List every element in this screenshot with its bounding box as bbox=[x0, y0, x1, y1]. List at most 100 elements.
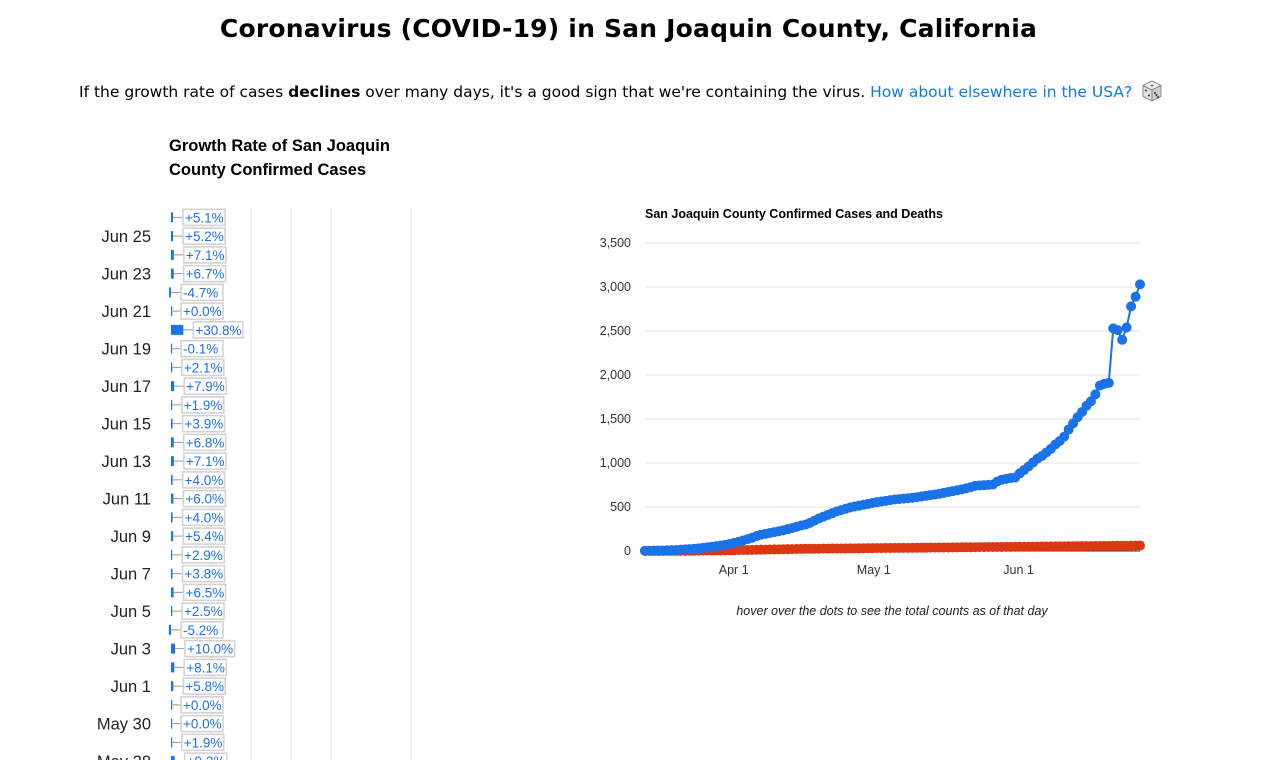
growth-value-label: -4.7% bbox=[183, 285, 218, 300]
growth-value-label-box bbox=[182, 264, 227, 283]
growth-bar[interactable] bbox=[171, 456, 174, 467]
growth-value-label: +30.8% bbox=[195, 323, 241, 338]
growth-bar[interactable] bbox=[169, 287, 171, 298]
growth-chart-title-line-1: Growth Rate of San Joaquin bbox=[169, 137, 390, 155]
cases-point[interactable] bbox=[1130, 291, 1141, 302]
growth-value-label: +9.2% bbox=[187, 754, 226, 760]
growth-bar[interactable] bbox=[171, 212, 174, 223]
growth-value-label: +1.9% bbox=[184, 398, 223, 413]
growth-bar[interactable] bbox=[171, 474, 173, 485]
cases-y-tick-label: 2,000 bbox=[600, 368, 631, 382]
growth-value-label-box bbox=[180, 396, 225, 414]
growth-bar[interactable] bbox=[171, 249, 174, 260]
cases-point[interactable] bbox=[1135, 279, 1145, 290]
growth-bar[interactable] bbox=[171, 418, 173, 429]
growth-bar[interactable] bbox=[171, 756, 175, 760]
growth-value-label-box bbox=[183, 658, 228, 677]
growth-date-tick-label: Jun 21 bbox=[101, 303, 151, 321]
growth-value-label-box bbox=[183, 452, 227, 470]
growth-value-label: +8.1% bbox=[186, 660, 225, 675]
growth-bar[interactable] bbox=[171, 399, 173, 410]
growth-value-label-box bbox=[181, 508, 226, 527]
growth-value-label-box bbox=[192, 321, 244, 339]
growth-bar[interactable] bbox=[168, 624, 171, 635]
growth-value-label-box bbox=[183, 377, 227, 395]
growth-value-label: +6.7% bbox=[186, 267, 225, 282]
growth-bar[interactable] bbox=[171, 231, 174, 242]
growth-chart-bars: +5.1% +5.2% +7.1% +6.7% -4.7% +0.0% +30.8% -0.1… bbox=[168, 208, 244, 760]
growth-bar[interactable] bbox=[171, 268, 174, 279]
growth-value-label: +0.0% bbox=[183, 698, 222, 713]
cases-point[interactable] bbox=[1112, 325, 1123, 336]
deaths-point[interactable] bbox=[1135, 540, 1145, 551]
growth-bar[interactable] bbox=[171, 568, 173, 579]
growth-date-tick-label: Jun 25 bbox=[101, 228, 151, 246]
cases-x-tick-label: Apr 1 bbox=[719, 563, 749, 577]
growth-bar[interactable] bbox=[171, 531, 174, 542]
growth-bar[interactable] bbox=[171, 362, 173, 373]
growth-rate-chart: Growth Rate of San Joaquin County Confir… bbox=[97, 137, 412, 760]
growth-bar[interactable] bbox=[171, 549, 173, 560]
page-title: Coronavirus (COVID-19) in San Joaquin Co… bbox=[219, 14, 1038, 43]
growth-bar[interactable] bbox=[171, 493, 174, 504]
growth-bar[interactable] bbox=[171, 437, 174, 448]
growth-value-label-box bbox=[181, 471, 226, 489]
cases-chart-caption: hover over the dots to see the total cou… bbox=[736, 604, 1048, 618]
growth-bar[interactable] bbox=[171, 587, 174, 598]
growth-chart-date-axis: Jun 25 Jun 23 Jun 21 Jun 19 Jun 17 Jun 15 Jun … bbox=[97, 228, 151, 760]
cases-y-tick-label: 2,500 bbox=[600, 324, 631, 338]
elsewhere-link[interactable]: How about elsewhere in the USA? bbox=[870, 83, 1133, 101]
growth-value-label-box bbox=[181, 414, 226, 433]
growth-chart-title-line-2: County Confirmed Cases bbox=[169, 161, 366, 179]
growth-date-tick-label: Jun 19 bbox=[101, 341, 151, 359]
growth-value-label: -0.1% bbox=[183, 342, 218, 357]
growth-date-tick-label: Jun 11 bbox=[103, 491, 151, 509]
dice-icon-graphic bbox=[1142, 80, 1163, 102]
cases-point[interactable] bbox=[1090, 389, 1101, 400]
dice-icon[interactable] bbox=[1140, 79, 1164, 103]
growth-value-label: +7.1% bbox=[186, 248, 225, 263]
intro-text: If the growth rate of cases declines ove… bbox=[79, 79, 1219, 103]
growth-bar[interactable] bbox=[171, 606, 173, 617]
growth-value-label-box bbox=[184, 639, 236, 658]
growth-bar[interactable] bbox=[171, 512, 173, 523]
intro-text-end: over many days, it's a good sign that we… bbox=[360, 83, 871, 101]
growth-bar[interactable] bbox=[171, 737, 173, 748]
growth-bar[interactable] bbox=[171, 662, 175, 673]
growth-value-label-box bbox=[180, 621, 224, 639]
growth-value-label-box bbox=[182, 677, 227, 695]
cases-chart-series bbox=[640, 279, 1145, 556]
cases-point[interactable] bbox=[1103, 377, 1114, 388]
growth-value-label-box bbox=[181, 564, 226, 583]
growth-value-label: -5.2% bbox=[183, 623, 218, 638]
growth-value-label: +7.9% bbox=[186, 379, 225, 394]
cases-y-tick-label: 500 bbox=[610, 500, 631, 514]
growth-date-tick-label: Jun 15 bbox=[101, 416, 151, 434]
cases-x-tick-label: May 1 bbox=[857, 563, 891, 577]
growth-value-label: +3.8% bbox=[185, 567, 224, 582]
growth-value-label: +0.0% bbox=[183, 717, 222, 732]
growth-value-label: +5.1% bbox=[185, 210, 224, 225]
growth-date-tick-label: May 30 bbox=[97, 716, 151, 734]
cases-point[interactable] bbox=[1117, 334, 1128, 345]
growth-bar[interactable] bbox=[171, 643, 175, 654]
growth-date-tick-label: Jun 1 bbox=[111, 678, 151, 696]
cases-y-tick-label: 3,500 bbox=[600, 236, 631, 250]
growth-value-label: +6.5% bbox=[186, 585, 225, 600]
cases-point[interactable] bbox=[1126, 301, 1137, 312]
growth-value-label-box bbox=[182, 227, 226, 245]
growth-date-tick-label: Jun 7 bbox=[111, 566, 151, 584]
growth-date-tick-label: Jun 3 bbox=[111, 641, 151, 659]
growth-value-label-box bbox=[180, 696, 224, 714]
growth-date-tick-label: May 28 bbox=[97, 753, 151, 760]
growth-bar[interactable] bbox=[171, 381, 175, 392]
cases-point[interactable] bbox=[1121, 322, 1132, 333]
growth-value-label-box bbox=[181, 358, 225, 377]
growth-bar[interactable] bbox=[171, 324, 184, 335]
growth-chart-gridlines bbox=[210, 208, 412, 760]
growth-value-label: +10.0% bbox=[187, 642, 233, 657]
growth-value-label: +7.1% bbox=[186, 454, 225, 469]
cases-line bbox=[644, 284, 1141, 552]
growth-value-label-box bbox=[180, 283, 224, 302]
growth-bar[interactable] bbox=[171, 681, 174, 692]
